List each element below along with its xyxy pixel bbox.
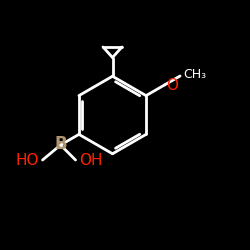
- Text: CH₃: CH₃: [183, 68, 206, 81]
- Text: HO: HO: [15, 153, 39, 168]
- Text: OH: OH: [79, 153, 103, 168]
- Text: O: O: [166, 78, 178, 92]
- Text: B: B: [54, 135, 67, 153]
